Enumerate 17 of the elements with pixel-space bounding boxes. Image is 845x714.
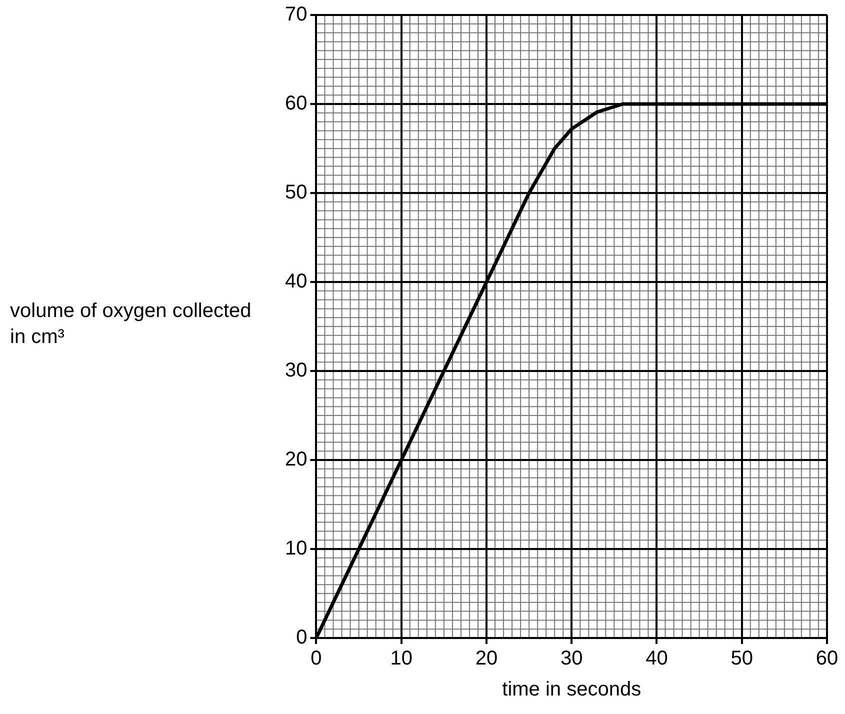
- y-tick-label: 30: [284, 360, 308, 382]
- x-tick-label: 40: [646, 648, 668, 670]
- x-tick-label: 30: [560, 648, 583, 670]
- x-tick-label: 20: [475, 648, 498, 670]
- x-tick-label: 0: [310, 648, 322, 670]
- y-tick-label: 10: [284, 538, 308, 560]
- y-tick-label: 50: [284, 182, 308, 204]
- y-tick-label: 40: [284, 270, 308, 293]
- y-tick-label: 0: [296, 626, 308, 649]
- x-tick-label: 10: [390, 648, 412, 670]
- y-tick-label: 70: [284, 4, 308, 26]
- y-tick-label: 60: [284, 92, 308, 115]
- y-axis-title: volume of oxygen collected in cm³: [10, 299, 252, 350]
- x-axis-title: time in seconds: [502, 678, 642, 701]
- y-tick-label: 20: [284, 448, 308, 471]
- x-tick-label: 50: [730, 648, 753, 670]
- x-tick-label: 60: [816, 648, 838, 670]
